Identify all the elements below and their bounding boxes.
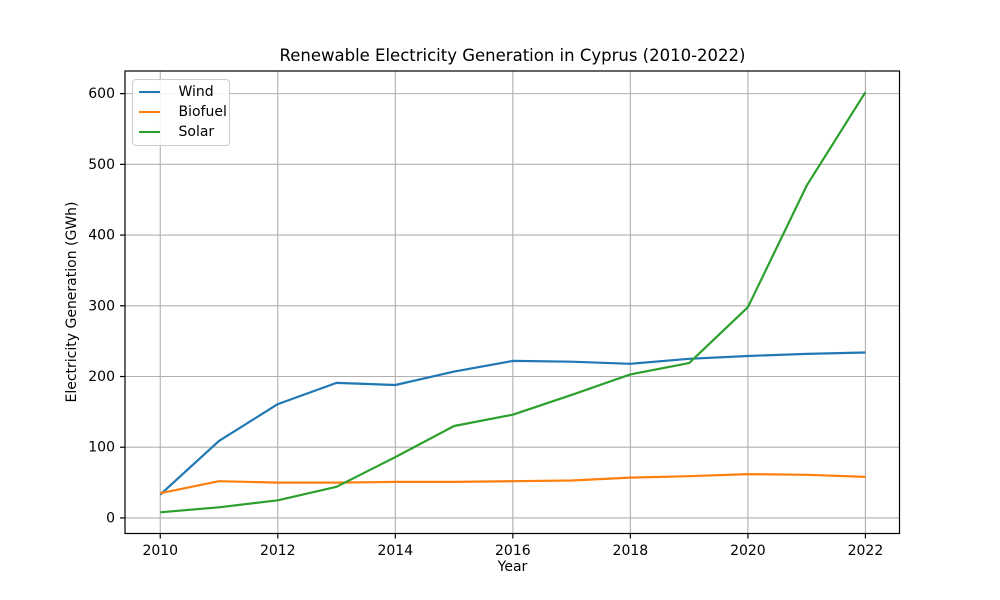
y-tick-label: 200 [88,369,115,385]
legend-entry-biofuel: Biofuel [133,102,229,122]
series-line-solar [160,91,867,514]
series-line-wind [159,351,866,496]
x-tick-label: 2016 [495,543,531,559]
x-tick-label: 2010 [142,543,178,559]
x-tick-label: 2020 [730,543,766,559]
legend-line-swatch [138,110,160,114]
legend: Wind Biofuel Solar [131,79,230,146]
legend-label: Solar [178,124,215,140]
x-tick-label: 2012 [260,543,296,559]
y-tick-label: 300 [88,298,115,314]
legend-line-swatch [138,130,160,134]
legend-label: Biofuel [178,104,227,120]
y-axis-label: Electricity Generation (GWh) [64,201,80,403]
axes-frame [124,70,901,535]
legend-entry-solar: Solar [133,122,229,142]
y-tick-label: 100 [88,440,115,456]
y-tick-label: 0 [106,510,115,526]
legend-label: Wind [178,84,214,100]
y-tick-label: 600 [88,86,115,102]
legend-line-swatch [138,90,160,94]
x-tick-label: 2022 [848,543,884,559]
y-tick-label: 400 [88,228,115,244]
x-tick-label: 2014 [377,543,413,559]
y-tick-label: 500 [88,157,115,173]
chart-title: Renewable Electricity Generation in Cypr… [279,46,746,65]
x-axis-label: Year [497,559,528,575]
x-tick-label: 2018 [613,543,649,559]
series-line-biofuel [160,473,866,495]
legend-entry-wind: Wind [133,82,229,102]
